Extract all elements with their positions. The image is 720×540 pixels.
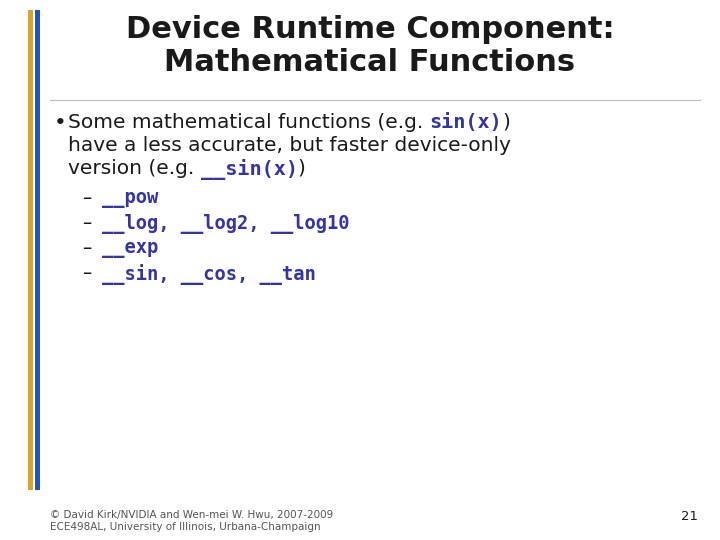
Text: ECE498AL, University of Illinois, Urbana-Champaign: ECE498AL, University of Illinois, Urbana… (50, 522, 320, 532)
Text: version (e.g.: version (e.g. (68, 159, 201, 178)
Bar (28, 10, 33, 490)
Text: __pow: __pow (102, 189, 158, 208)
Text: sin(x): sin(x) (430, 113, 503, 132)
Text: Some mathematical functions (e.g.: Some mathematical functions (e.g. (68, 113, 430, 132)
Text: __sin, __cos, __tan: __sin, __cos, __tan (102, 264, 316, 285)
Text: –: – (82, 264, 91, 283)
Text: ): ) (297, 159, 305, 178)
Bar (35, 10, 40, 490)
Text: __log, __log2, __log10: __log, __log2, __log10 (102, 214, 349, 234)
Text: © David Kirk/NVIDIA and Wen-mei W. Hwu, 2007-2009: © David Kirk/NVIDIA and Wen-mei W. Hwu, … (50, 510, 333, 520)
Text: 21: 21 (681, 510, 698, 523)
Text: Device Runtime Component:: Device Runtime Component: (126, 15, 614, 44)
Text: __exp: __exp (102, 239, 158, 258)
Text: __sin(x): __sin(x) (201, 159, 297, 180)
Text: ): ) (503, 113, 510, 132)
Text: have a less accurate, but faster device-only: have a less accurate, but faster device-… (68, 136, 511, 155)
Text: –: – (82, 189, 91, 208)
Text: –: – (82, 239, 91, 258)
Text: Mathematical Functions: Mathematical Functions (164, 48, 575, 77)
Text: •: • (54, 113, 67, 133)
Text: –: – (82, 214, 91, 233)
